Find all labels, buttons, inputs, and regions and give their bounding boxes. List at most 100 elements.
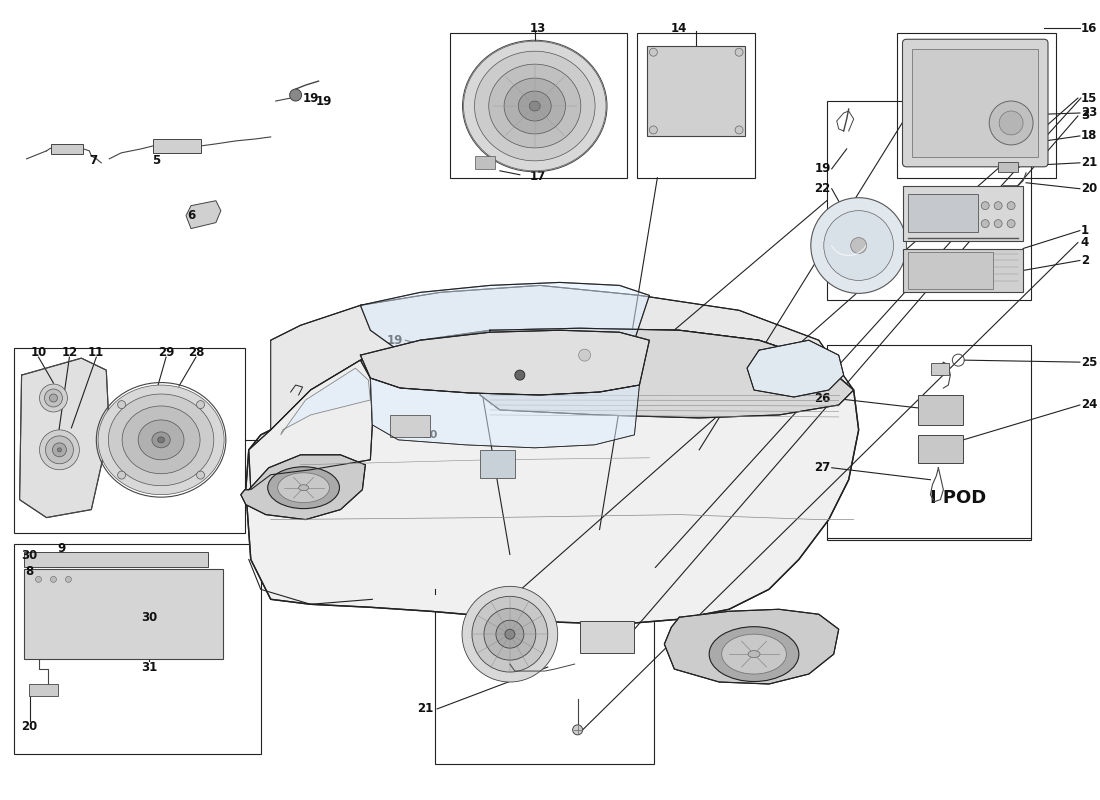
Text: 27: 27	[814, 462, 830, 474]
Bar	[964, 118, 993, 136]
Text: 3: 3	[1081, 110, 1089, 122]
Ellipse shape	[504, 78, 565, 134]
Polygon shape	[475, 156, 495, 169]
Circle shape	[197, 401, 205, 409]
Bar	[13, 348, 245, 533]
Ellipse shape	[496, 620, 524, 648]
Text: 18: 18	[1081, 130, 1098, 142]
Text: 10: 10	[31, 346, 46, 358]
Bar	[918, 435, 964, 462]
Ellipse shape	[122, 406, 200, 474]
Text: 12: 12	[62, 346, 77, 358]
Polygon shape	[153, 139, 201, 153]
Polygon shape	[747, 340, 844, 397]
Circle shape	[811, 198, 906, 294]
Ellipse shape	[277, 473, 330, 502]
Ellipse shape	[50, 394, 57, 402]
Circle shape	[989, 101, 1033, 145]
Ellipse shape	[722, 634, 786, 674]
Bar	[913, 50, 1038, 157]
Bar	[909, 194, 978, 231]
Circle shape	[994, 202, 1002, 210]
FancyBboxPatch shape	[902, 39, 1048, 167]
Text: 14: 14	[671, 22, 688, 34]
Polygon shape	[361, 330, 649, 395]
Text: 8: 8	[25, 565, 34, 578]
Ellipse shape	[462, 586, 558, 682]
Ellipse shape	[40, 430, 79, 470]
Bar	[13, 545, 261, 754]
Text: 30: 30	[21, 549, 37, 562]
Text: 21: 21	[417, 702, 433, 715]
Text: 22: 22	[814, 182, 830, 195]
Bar	[580, 622, 635, 653]
Bar	[932, 363, 949, 375]
Bar	[450, 34, 627, 178]
Text: 7: 7	[89, 154, 98, 167]
Bar	[903, 249, 1023, 292]
Text: 28: 28	[188, 346, 205, 358]
Ellipse shape	[474, 51, 595, 161]
Bar	[827, 345, 1031, 539]
Ellipse shape	[518, 91, 551, 121]
Text: Euroline: Euroline	[336, 350, 724, 430]
Text: 23: 23	[1081, 106, 1097, 119]
Text: 2: 2	[1081, 254, 1089, 267]
Circle shape	[579, 349, 591, 361]
Ellipse shape	[53, 443, 66, 457]
Circle shape	[197, 471, 205, 479]
Circle shape	[649, 48, 658, 56]
Ellipse shape	[40, 384, 67, 412]
Ellipse shape	[710, 626, 799, 682]
Text: 19: 19	[316, 94, 332, 107]
Circle shape	[289, 89, 301, 101]
Text: 4: 4	[1081, 236, 1089, 249]
Circle shape	[981, 202, 989, 210]
Circle shape	[999, 111, 1023, 135]
Polygon shape	[271, 286, 854, 430]
Text: 21: 21	[1081, 156, 1097, 170]
Circle shape	[35, 576, 42, 582]
Circle shape	[649, 126, 658, 134]
Ellipse shape	[484, 608, 536, 660]
Bar	[648, 46, 745, 136]
Ellipse shape	[488, 64, 581, 148]
Polygon shape	[280, 368, 371, 435]
Text: 19: 19	[814, 162, 830, 175]
Ellipse shape	[472, 596, 548, 672]
Ellipse shape	[157, 437, 165, 443]
Ellipse shape	[98, 385, 224, 494]
Bar	[903, 186, 1023, 241]
Bar	[29, 684, 58, 696]
Bar	[480, 450, 515, 478]
Ellipse shape	[748, 650, 760, 658]
Polygon shape	[480, 328, 854, 418]
Bar	[918, 395, 964, 425]
Text: 16: 16	[1081, 22, 1098, 34]
Bar	[909, 251, 993, 290]
Bar	[637, 34, 755, 178]
Text: 19: 19	[302, 91, 319, 105]
Text: 9: 9	[57, 542, 66, 555]
Bar	[896, 34, 1056, 178]
Ellipse shape	[57, 448, 62, 452]
Circle shape	[961, 146, 971, 156]
Text: I POD: I POD	[931, 489, 987, 506]
Circle shape	[735, 126, 744, 134]
Bar	[436, 554, 654, 764]
Bar	[23, 570, 223, 659]
Ellipse shape	[44, 389, 63, 407]
Circle shape	[824, 210, 893, 281]
Text: 30: 30	[141, 610, 157, 624]
Circle shape	[65, 576, 72, 582]
Text: 20: 20	[21, 720, 37, 734]
Text: 20: 20	[1081, 182, 1097, 195]
Circle shape	[118, 471, 125, 479]
Text: 20: 20	[422, 430, 438, 440]
Circle shape	[118, 401, 125, 409]
Ellipse shape	[529, 101, 540, 111]
Text: a passion for excellence 1955: a passion for excellence 1955	[294, 409, 666, 481]
Text: 15: 15	[1081, 91, 1098, 105]
Ellipse shape	[505, 630, 515, 639]
Polygon shape	[186, 201, 221, 229]
